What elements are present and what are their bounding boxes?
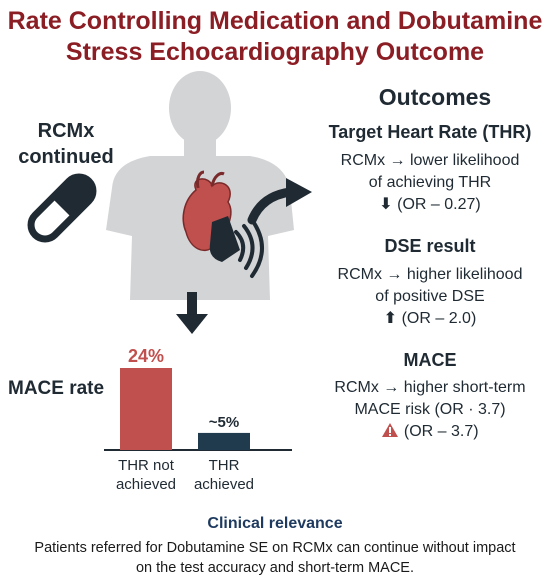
dse-text: RCMx → higher likelihood of positive DSE… — [312, 264, 548, 330]
rcmx-label-line-2: continued — [18, 146, 114, 168]
mace-rate-chart: 24% THR not achieved ~5% THR achieved — [104, 346, 292, 493]
clinical-relevance-text: Patients referred for Dobutamine SE on R… — [6, 538, 544, 578]
warning-icon — [381, 422, 399, 445]
mace-text: RCMx → higher short-term MACE risk (OR ·… — [312, 377, 548, 445]
dse-title: DSE result — [384, 236, 476, 256]
mace-or: (OR – 3.7) — [312, 421, 548, 445]
thr-or-value: (OR – 0.27) — [397, 196, 481, 213]
clinical-relevance-heading: Clinical relevance — [207, 515, 343, 532]
rcmx-label-line-1: RCMx — [37, 120, 95, 142]
bar-value-label-2: ~5% — [209, 414, 239, 431]
bar-value-label-1: 24% — [128, 346, 164, 366]
dse-or: ⬆ (OR – 2.0) — [312, 308, 548, 330]
up-arrow-icon: ⬆ — [383, 310, 398, 327]
dse-line-1: RCMx → higher likelihood — [337, 266, 523, 283]
pill-icon — [27, 173, 97, 243]
title-line-1: Rate Controlling Medication and Dobutami… — [7, 7, 543, 35]
mace-or-value: (OR – 3.7) — [403, 423, 479, 440]
chart-title: MACE rate — [8, 378, 105, 399]
thr-title: Target Heart Rate (THR) — [328, 122, 532, 142]
dse-line-2: of positive DSE — [375, 288, 485, 305]
title-line-2: Stress Echocardiography Outcome — [65, 38, 485, 66]
category-label-1: THR not achieved — [116, 457, 176, 493]
thr-or: ⬇ (OR – 0.27) — [312, 194, 548, 216]
rcmx-label: RCMx continued — [6, 118, 126, 170]
mace-title: MACE — [403, 350, 457, 370]
category-label-2: THR achieved — [194, 457, 254, 493]
mace-line-1: RCMx → higher short-term — [334, 379, 526, 396]
clinical-line-1: Patients referred for Dobutamine SE on R… — [34, 540, 516, 556]
down-arrow-icon: ⬇ — [379, 196, 393, 213]
bar-2 — [198, 432, 250, 450]
bar-1 — [120, 368, 172, 450]
dse-or-value: (OR – 2.0) — [401, 310, 477, 327]
outcomes-heading: Outcomes — [378, 84, 492, 110]
down-arrow-icon — [176, 292, 208, 334]
thr-line-1: RCMx → lower likelihood — [340, 152, 520, 169]
thr-line-2: of achieving THR — [368, 174, 492, 191]
ultrasound-probe-icon — [209, 216, 264, 278]
thr-text: RCMx → lower likelihood of achieving THR… — [312, 150, 548, 216]
curved-arrow-icon — [247, 178, 312, 225]
clinical-line-2: on the test accuracy and short-term MACE… — [135, 560, 415, 576]
mace-line-2: MACE risk (OR · 3.7) — [354, 401, 506, 418]
